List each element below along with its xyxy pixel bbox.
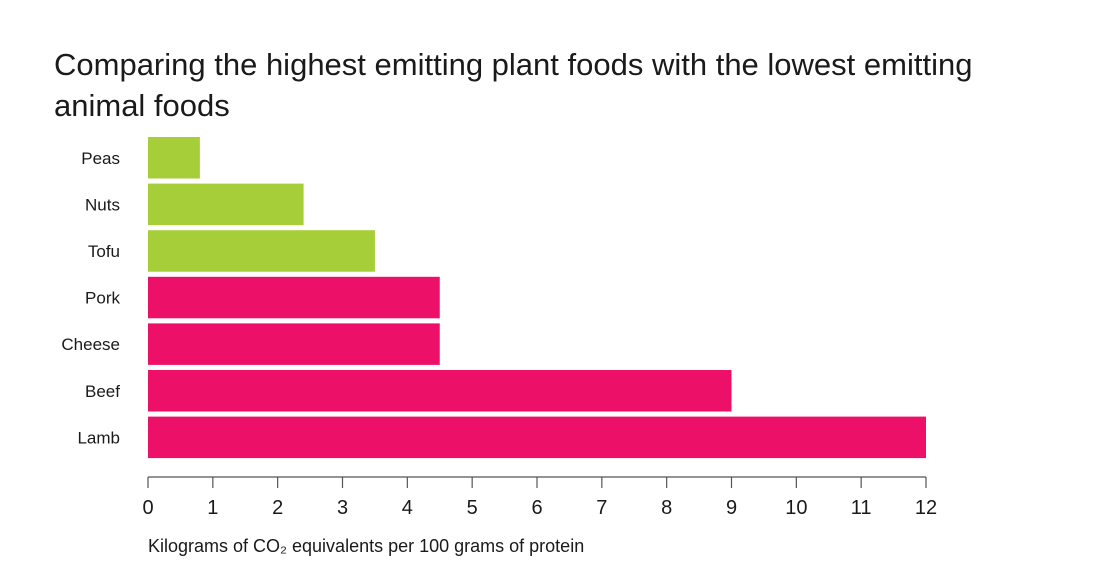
bar-nuts: [148, 183, 304, 226]
category-label: Peas: [81, 149, 120, 168]
category-label: Lamb: [77, 428, 120, 447]
x-tick-label: 11: [851, 497, 872, 519]
category-label: Cheese: [61, 335, 120, 354]
bar-beef: [148, 370, 732, 412]
bar-peas: [148, 137, 200, 179]
x-tick-label: 4: [402, 497, 413, 519]
x-tick-label: 8: [661, 497, 672, 519]
x-tick-label: 10: [785, 497, 807, 519]
x-tick-label: 6: [531, 497, 542, 519]
category-label: Pork: [85, 289, 120, 308]
chart-title: Comparing the highest emitting plant foo…: [54, 47, 973, 123]
bar-pork: [148, 276, 440, 319]
bar-tofu: [148, 230, 375, 272]
x-tick-label: 7: [596, 497, 607, 519]
category-label: Tofu: [88, 242, 120, 261]
x-tick-label: 12: [915, 497, 937, 519]
bar-cheese: [148, 323, 440, 365]
bar-lamb: [148, 416, 926, 459]
x-tick-label: 1: [207, 497, 218, 519]
x-tick-label: 5: [467, 497, 478, 519]
x-tick-label: 0: [142, 497, 153, 519]
category-label: Beef: [85, 382, 120, 401]
x-axis-label: Kilograms of CO₂ equivalents per 100 gra…: [148, 536, 585, 556]
x-tick-label: 9: [726, 497, 737, 519]
x-tick-label: 2: [272, 497, 283, 519]
category-label: Nuts: [85, 195, 120, 214]
x-tick-label: 3: [337, 497, 348, 519]
